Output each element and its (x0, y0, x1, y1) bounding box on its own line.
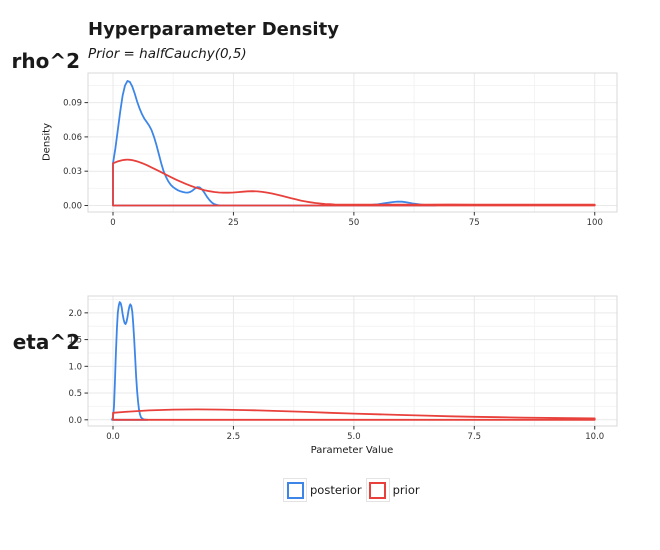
svg-text:2.0: 2.0 (68, 309, 82, 319)
facet-label-eta2: eta^2 (12, 330, 80, 354)
posterior-swatch-icon (286, 481, 304, 499)
y-axis-title: Density (41, 122, 53, 162)
legend: posterior prior (283, 478, 424, 502)
legend-item-posterior: posterior (283, 478, 366, 502)
svg-text:0.03: 0.03 (63, 167, 82, 177)
chart-title: Hyperparameter Density (88, 19, 339, 40)
svg-text:50: 50 (348, 218, 359, 228)
svg-text:0.0: 0.0 (68, 416, 82, 426)
axis-ticks (84, 102, 596, 216)
svg-text:2.5: 2.5 (227, 432, 241, 442)
axis-ticks (84, 312, 596, 430)
svg-text:0.06: 0.06 (63, 133, 82, 143)
svg-text:1.5: 1.5 (68, 336, 82, 346)
svg-text:0.00: 0.00 (63, 201, 82, 211)
panel-0: 0 25 50 75 100 0.00 0.03 0.06 0.09 (63, 72, 618, 228)
panel-1: 0.0 2.5 5.0 7.5 10.0 0.0 0.5 1.0 1.5 2.0 (68, 295, 618, 442)
density-curve-prior (112, 158, 596, 207)
density-curve-posterior (111, 301, 149, 421)
panel-border (87, 72, 618, 213)
svg-text:0.5: 0.5 (68, 389, 82, 399)
svg-text:25: 25 (228, 218, 239, 228)
svg-text:0.0: 0.0 (106, 432, 120, 442)
svg-text:0.09: 0.09 (63, 99, 82, 109)
density-curve-prior (112, 408, 596, 421)
svg-text:75: 75 (469, 218, 480, 228)
legend-key-posterior (283, 478, 307, 502)
legend-label-prior: prior (392, 483, 420, 497)
svg-text:5.0: 5.0 (347, 432, 361, 442)
svg-text:0: 0 (110, 218, 115, 228)
gridlines-minor (88, 296, 617, 426)
axis-tick-labels: 0 25 50 75 100 0.00 0.03 0.06 0.09 (63, 99, 603, 228)
legend-key-prior (365, 478, 390, 502)
panel-border (87, 295, 618, 427)
facet-label-rho2: rho^2 (11, 49, 80, 73)
svg-text:100: 100 (587, 218, 603, 228)
legend-label-posterior: posterior (310, 483, 362, 497)
x-axis-title: Parameter Value (310, 445, 394, 456)
axis-tick-labels: 0.0 2.5 5.0 7.5 10.0 0.0 0.5 1.0 1.5 2.0 (68, 309, 604, 442)
prior-swatch-icon (369, 481, 387, 499)
chart-subtitle: Prior = halfCauchy(0,5) (88, 46, 247, 62)
legend-item-prior: prior (365, 478, 424, 502)
svg-text:7.5: 7.5 (468, 432, 482, 442)
svg-text:1.0: 1.0 (68, 362, 82, 372)
svg-text:10.0: 10.0 (585, 432, 604, 442)
